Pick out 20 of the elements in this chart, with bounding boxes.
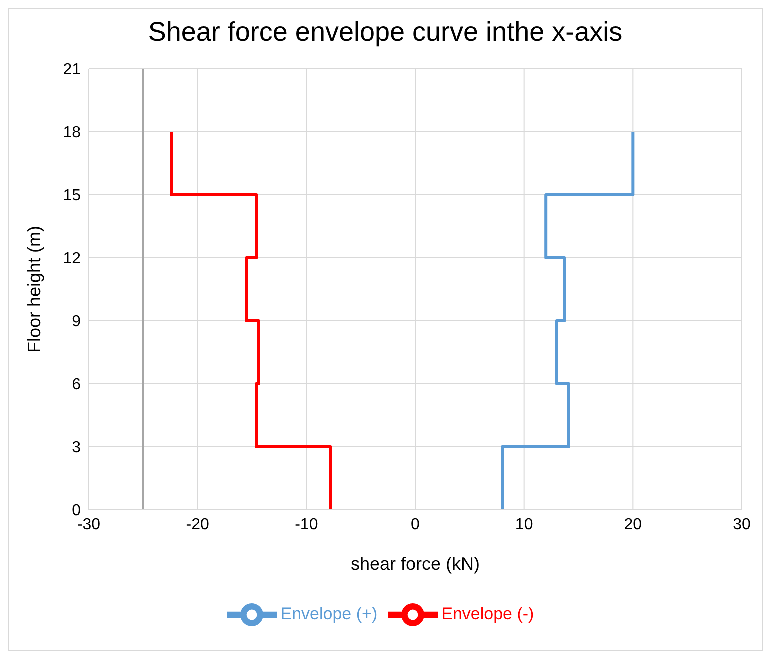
y-tick-label: 15	[63, 188, 82, 205]
y-tick-label: 3	[72, 440, 82, 457]
y-tick-label: 6	[72, 376, 82, 394]
x-tick-label: 0	[411, 516, 420, 534]
x-axis-title: shear force (kN)	[350, 554, 480, 574]
chart-title: Shear force envelope curve inthe x-axis	[147, 17, 624, 48]
y-tick-label: 21	[63, 62, 82, 79]
line-series	[501, 130, 635, 510]
y-tick-label: 12	[63, 250, 82, 268]
legend-label: Envelope (+)	[280, 604, 378, 624]
x-tick-label: 30	[733, 516, 751, 534]
x-tick-label: 10	[515, 516, 534, 534]
y-tick-label: 9	[72, 314, 82, 331]
legend-label: Envelope (-)	[442, 604, 534, 624]
x-tick-label: -20	[186, 516, 210, 534]
x-tick-label: 20	[624, 516, 642, 534]
x-tick-label: -10	[295, 516, 318, 534]
y-tick-label: 18	[63, 124, 82, 142]
line-series	[170, 130, 332, 510]
y-axis-title: Floor height (m)	[24, 226, 44, 354]
